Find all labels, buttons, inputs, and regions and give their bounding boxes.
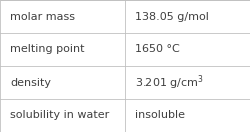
Text: insoluble: insoluble (135, 110, 185, 121)
Text: density: density (10, 77, 51, 88)
Text: 1650 °C: 1650 °C (135, 44, 180, 55)
Text: molar mass: molar mass (10, 11, 75, 22)
Text: 3.201 g/cm$^3$: 3.201 g/cm$^3$ (135, 73, 204, 92)
Text: melting point: melting point (10, 44, 85, 55)
Text: 138.05 g/mol: 138.05 g/mol (135, 11, 209, 22)
Text: solubility in water: solubility in water (10, 110, 109, 121)
